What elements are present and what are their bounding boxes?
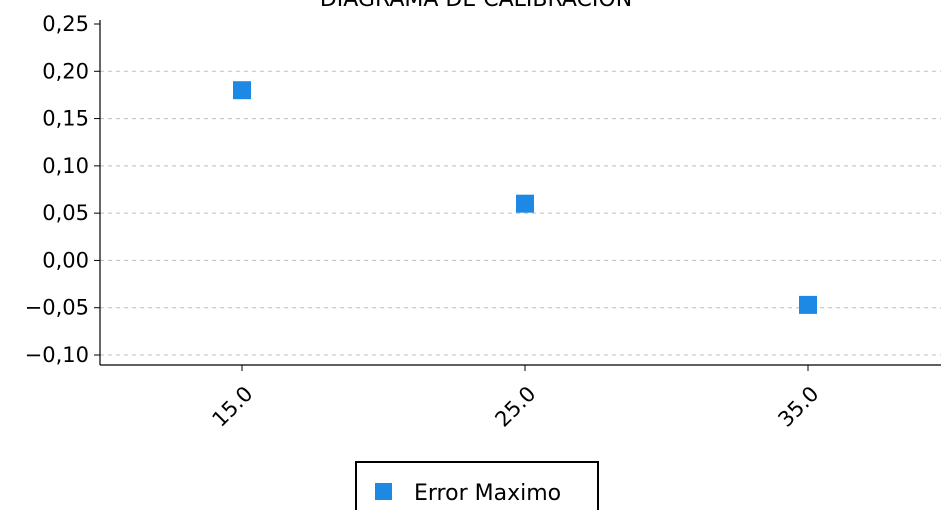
- y-tick-label: 0,15: [42, 107, 89, 131]
- x-tick-label: 25.0: [490, 382, 540, 432]
- data-point: [516, 194, 534, 213]
- legend: Error Maximo: [355, 461, 599, 510]
- x-tick-label: 35.0: [773, 382, 823, 432]
- chart-title: DIAGRAMA DE CALIBRACION: [320, 0, 632, 12]
- y-tick-label: −0,05: [25, 296, 89, 320]
- y-tick-label: −0,10: [25, 343, 89, 367]
- data-point: [233, 81, 251, 100]
- y-tick-label: 0,10: [42, 154, 89, 178]
- data-point: [799, 295, 817, 314]
- legend-swatch-error-maximo: [375, 483, 392, 500]
- y-tick-label: 0,00: [42, 248, 89, 272]
- y-tick-label: 0,25: [42, 12, 89, 36]
- legend-box: [355, 461, 599, 510]
- data-points: [233, 81, 817, 314]
- y-tick-label: 0,05: [42, 201, 89, 225]
- x-tick-label: 15.0: [207, 382, 257, 432]
- x-axis-labels: 15.0 25.0 35.0: [207, 365, 824, 432]
- legend-label-error-maximo: Error Maximo: [414, 481, 561, 506]
- y-tick-label: 0,20: [42, 59, 89, 83]
- y-axis-labels: 0,25 0,20 0,15 0,10 0,05 0,00 −0,05 −0,10: [25, 12, 100, 367]
